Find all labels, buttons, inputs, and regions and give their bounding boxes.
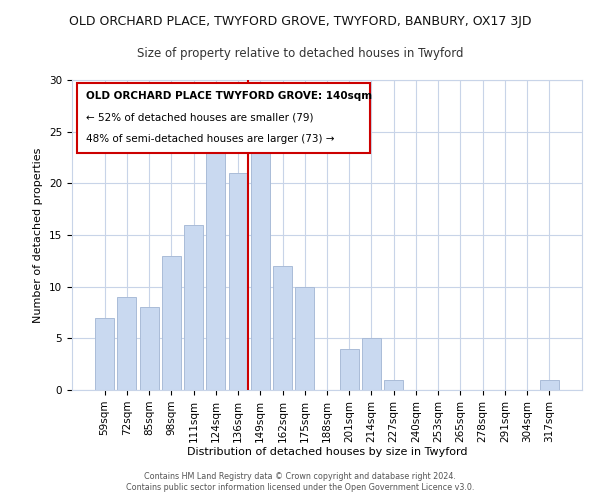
Text: OLD ORCHARD PLACE TWYFORD GROVE: 140sqm: OLD ORCHARD PLACE TWYFORD GROVE: 140sqm <box>86 91 373 101</box>
Bar <box>118 297 136 390</box>
Bar <box>140 308 158 390</box>
Text: Size of property relative to detached houses in Twyford: Size of property relative to detached ho… <box>137 48 463 60</box>
Bar <box>184 224 203 390</box>
Bar <box>273 266 292 390</box>
Bar <box>95 318 114 390</box>
Bar <box>384 380 403 390</box>
Y-axis label: Number of detached properties: Number of detached properties <box>34 148 43 322</box>
Bar <box>206 142 225 390</box>
Text: 48% of semi-detached houses are larger (73) →: 48% of semi-detached houses are larger (… <box>86 134 335 144</box>
Bar <box>162 256 181 390</box>
Text: Contains public sector information licensed under the Open Government Licence v3: Contains public sector information licen… <box>126 483 474 492</box>
Bar <box>295 286 314 390</box>
Text: OLD ORCHARD PLACE, TWYFORD GROVE, TWYFORD, BANBURY, OX17 3JD: OLD ORCHARD PLACE, TWYFORD GROVE, TWYFOR… <box>69 15 531 28</box>
Text: Contains HM Land Registry data © Crown copyright and database right 2024.: Contains HM Land Registry data © Crown c… <box>144 472 456 481</box>
Bar <box>251 152 270 390</box>
Text: ← 52% of detached houses are smaller (79): ← 52% of detached houses are smaller (79… <box>86 112 314 122</box>
Bar <box>229 173 248 390</box>
Bar <box>340 348 359 390</box>
X-axis label: Distribution of detached houses by size in Twyford: Distribution of detached houses by size … <box>187 448 467 458</box>
FancyBboxPatch shape <box>77 83 370 153</box>
Bar <box>362 338 381 390</box>
Bar <box>540 380 559 390</box>
